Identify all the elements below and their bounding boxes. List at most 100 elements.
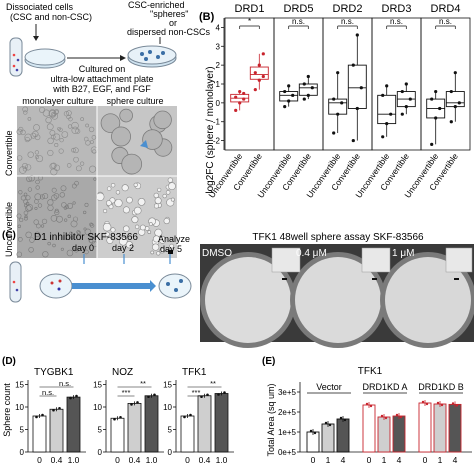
cell-shape xyxy=(75,165,82,172)
dispersed-cell xyxy=(170,197,175,202)
dispersed-cell xyxy=(110,183,116,188)
cell-shape xyxy=(30,132,37,139)
data-point xyxy=(449,89,453,94)
y-tick-label: 2e+5 xyxy=(278,408,297,417)
data-point xyxy=(35,415,38,419)
data-point xyxy=(189,413,192,417)
csc-label-4: dispersed non-CSCs xyxy=(127,27,211,37)
culture-label-2: ultra-low attachment plate xyxy=(50,74,153,84)
cell-shape xyxy=(34,154,40,160)
sig-label: ** xyxy=(140,379,146,388)
data-point xyxy=(261,74,265,79)
data-point xyxy=(52,408,55,412)
scale-bar xyxy=(282,278,287,280)
data-point xyxy=(434,116,438,120)
data-point xyxy=(313,431,317,435)
cell-shape xyxy=(23,192,28,197)
data-point xyxy=(238,89,242,94)
y-tick-label: 1 xyxy=(216,80,221,89)
bar xyxy=(377,416,391,453)
cell-shape xyxy=(56,215,63,223)
monolayer-label: monolayer culture xyxy=(22,96,94,106)
x-tick-label: 1 xyxy=(382,455,387,465)
data-point xyxy=(384,416,388,420)
x-tick-label: 4 xyxy=(453,455,458,465)
data-point xyxy=(147,395,150,399)
cell-shape xyxy=(47,204,54,211)
x-tick-label: 0.4 xyxy=(51,455,63,465)
panel-b: (B) log2FC (sphere / monolayer) 4 3 2 1 0 -1 -… xyxy=(199,3,471,200)
cell-shape xyxy=(73,247,79,253)
y-tick-label: 15 xyxy=(163,381,172,390)
cell-shape xyxy=(25,201,30,206)
data-point xyxy=(336,112,340,116)
well-images xyxy=(200,244,474,348)
data-point xyxy=(153,393,156,397)
cell-shape xyxy=(67,214,71,219)
y-tick-label: 0 xyxy=(20,448,25,457)
cell-shape xyxy=(59,192,65,198)
cell-shape xyxy=(28,175,35,182)
data-point xyxy=(438,106,442,111)
cell-shape xyxy=(33,124,40,131)
cell-shape xyxy=(17,224,21,229)
cell-shape xyxy=(50,162,57,169)
cell-shape xyxy=(34,231,41,238)
bar xyxy=(392,415,406,453)
data-point xyxy=(355,33,359,37)
dispersed-cell xyxy=(106,236,114,244)
dispersed-cell xyxy=(150,250,155,255)
dispersed-cell xyxy=(157,187,162,193)
data-point xyxy=(404,105,408,109)
panel-b-boxplots: DRD1*UnconvertibleConvertibleDRD5n.s.Unc… xyxy=(206,3,471,200)
cell-shape xyxy=(49,162,56,170)
cell-shape xyxy=(24,215,28,219)
dispersed-cell xyxy=(147,230,152,234)
assay-title: TFK1 48well sphere assay SKF-83566 xyxy=(252,232,424,243)
sphere-shape xyxy=(142,129,163,150)
x-tick-label: 0 xyxy=(115,455,120,465)
panel-d-letter: (D) xyxy=(2,356,16,367)
box xyxy=(377,94,397,125)
cell-shape xyxy=(45,117,52,124)
data-point xyxy=(130,403,133,406)
inset-0-4um xyxy=(361,247,391,273)
cell-shape xyxy=(42,251,49,258)
cell-shape xyxy=(18,190,23,195)
barchart-tygbk1: TYGBK1 15 10 5 0 0 0.4 1.0 n.s. n.s. xyxy=(15,367,86,465)
conc-1-label: 1 μM xyxy=(392,248,414,259)
sig-label: n.s. xyxy=(42,388,54,397)
y-tick-label: 2 xyxy=(216,61,221,70)
plot-frame xyxy=(420,17,471,151)
x-tick-label: 4 xyxy=(341,455,346,465)
cell-shape xyxy=(72,147,79,154)
sig-label: n.s. xyxy=(439,17,452,26)
y-tick-label: 5 xyxy=(20,426,25,435)
data-point xyxy=(400,89,404,94)
cell-shape xyxy=(89,222,93,227)
tube-icon xyxy=(9,261,22,303)
sig-label: * xyxy=(248,17,251,26)
dispersed-cell xyxy=(139,224,146,231)
cell-shape xyxy=(32,130,39,138)
dispersed-cell xyxy=(102,222,112,232)
bar xyxy=(110,417,125,453)
scale-bar xyxy=(372,278,377,280)
data-point xyxy=(41,413,44,417)
final-dish-icon xyxy=(158,273,192,299)
cell-shape xyxy=(60,247,64,251)
plot-title: DRD3 xyxy=(382,3,412,15)
cell-shape xyxy=(47,137,54,145)
cell-shape xyxy=(93,177,97,181)
bar xyxy=(32,415,47,453)
cell-shape xyxy=(58,148,64,154)
csc-label-2: "spheres" xyxy=(150,9,188,19)
well-inner xyxy=(205,257,291,343)
plot-title: DRD1 xyxy=(235,3,265,15)
dispersed-cell xyxy=(122,206,130,214)
cell-shape xyxy=(48,109,57,117)
